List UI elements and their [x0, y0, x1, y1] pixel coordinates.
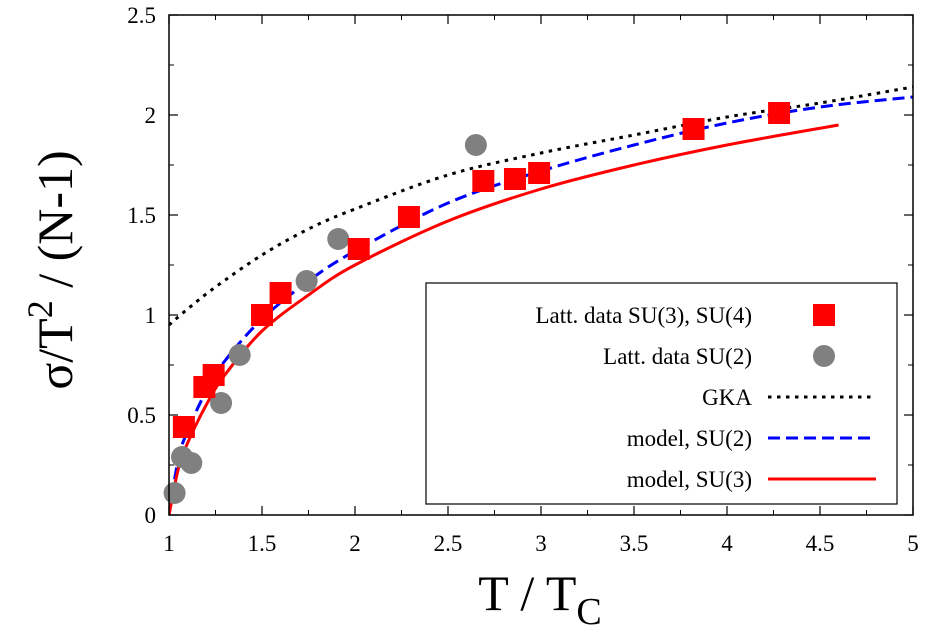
- legend-label: Latt. data SU(2): [603, 344, 752, 369]
- legend-swatch-circle: [813, 345, 835, 367]
- x-axis-title-subscript: C: [576, 591, 601, 630]
- su2-lattice-point: [228, 344, 251, 366]
- su3-su4-lattice-point: [528, 162, 551, 184]
- y-axis-title: σ/T2 / (N-1): [20, 150, 83, 389]
- x-axis-title: T / TC: [478, 565, 602, 630]
- ticks-layer: 1 1.5 2 2.5 3 3.5 4 4.5 5 0 0.5 1 1.5 2 2.5: [127, 3, 919, 556]
- y-tick-label: 1: [145, 303, 157, 328]
- x-tick-label: 1.5: [248, 531, 277, 556]
- x-tick-label: 3: [535, 531, 547, 556]
- su2-lattice-point: [180, 452, 203, 474]
- y-tick-label: 1.5: [127, 203, 156, 228]
- su3-su4-lattice-point: [472, 170, 495, 192]
- su3-su4-lattice-point: [682, 118, 705, 140]
- x-tick-label: 3.5: [620, 531, 649, 556]
- legend-label: Latt. data SU(3), SU(4): [535, 303, 752, 328]
- x-tick-label: 5: [907, 531, 919, 556]
- su2-lattice-point: [163, 482, 186, 504]
- su3-su4-lattice-point: [269, 282, 292, 304]
- su3-su4-lattice-point: [251, 304, 273, 326]
- legend-label: GKA: [702, 385, 752, 410]
- y-tick-label: 2: [145, 103, 157, 128]
- series-layer: [163, 85, 913, 515]
- y-tick-label: 0.5: [127, 403, 156, 428]
- su2-lattice-point: [210, 392, 233, 414]
- legend-label: model, SU(2): [627, 426, 752, 451]
- su2-lattice-point: [327, 228, 350, 250]
- su3-su4-lattice-point: [397, 206, 420, 228]
- su2-lattice-point: [295, 270, 318, 292]
- su3-su4-lattice-point: [172, 416, 195, 438]
- y-axis-title-rest: / (N-1): [27, 150, 83, 300]
- su2-lattice-point: [464, 134, 487, 156]
- x-tick-label: 2: [349, 531, 361, 556]
- y-tick-label: 2.5: [127, 3, 156, 28]
- su3-su4-lattice-point: [503, 168, 526, 190]
- su3-su4-lattice-point: [202, 364, 225, 386]
- legend-label: model, SU(3): [627, 467, 752, 492]
- y-axis-title-superscript: 2: [20, 300, 60, 318]
- legend-swatch-square: [813, 304, 835, 326]
- x-tick-label: 4.5: [806, 531, 835, 556]
- x-tick-label: 1: [163, 531, 175, 556]
- x-tick-label: 2.5: [434, 531, 463, 556]
- series-line-model-su-3-: [169, 123, 839, 515]
- legend: Latt. data SU(3), SU(4) Latt. data SU(2) G…: [425, 282, 898, 505]
- su3-su4-lattice-point: [347, 238, 370, 260]
- x-tick-label: 4: [721, 531, 733, 556]
- y-tick-label: 0: [145, 503, 157, 528]
- su3-su4-lattice-point: [768, 102, 791, 124]
